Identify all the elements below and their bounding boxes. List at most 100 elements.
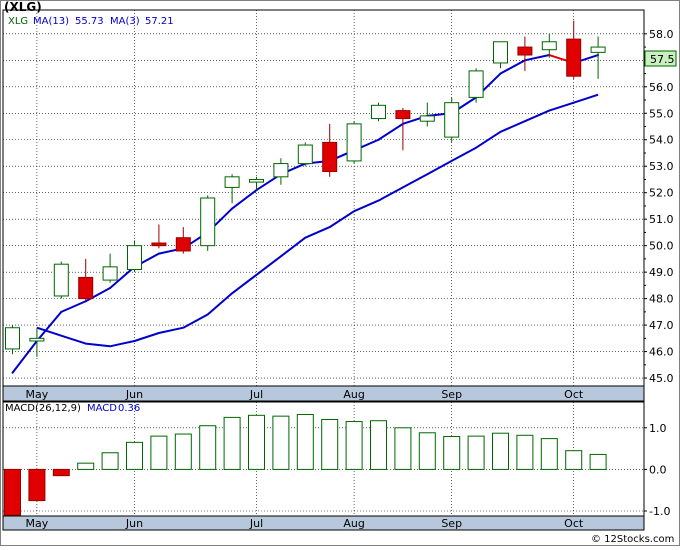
candle <box>468 68 484 103</box>
month-label: Sep <box>441 517 462 530</box>
price-ytick-label: 49.0 <box>649 266 674 279</box>
ma13-segment <box>499 59 526 75</box>
candle <box>541 33 557 58</box>
macd-bar <box>296 413 314 470</box>
candle-body <box>590 46 606 53</box>
candle-body <box>53 263 69 297</box>
price-grid <box>3 10 644 386</box>
macd-bar <box>589 453 607 470</box>
candle-body <box>468 70 484 98</box>
candle-body <box>29 337 45 342</box>
price-ytick-label: 55.0 <box>649 107 674 120</box>
macd-bar <box>150 435 168 470</box>
candle-body <box>200 197 216 247</box>
legend-macd-value: 0.36 <box>118 403 140 414</box>
last-price-box <box>644 50 677 67</box>
price-legend: XLG MA(13) 55.73 MA(3) 57.21 <box>8 16 174 27</box>
candle-body <box>322 141 338 173</box>
candle-body <box>127 245 142 270</box>
candle-body <box>5 327 20 350</box>
price-ytick-label: 46.0 <box>649 346 674 359</box>
macd-bar <box>370 420 387 470</box>
macd-bar <box>467 435 485 470</box>
legend-ma3-label: MA(3) <box>110 16 140 27</box>
macd-bar <box>77 462 95 470</box>
candle <box>102 253 118 283</box>
macd-bar <box>418 432 436 470</box>
month-label: May <box>26 388 49 401</box>
candle-body <box>102 266 118 281</box>
macd-bar <box>174 433 192 470</box>
price-ytick-label: 58.0 <box>649 28 674 41</box>
legend-macd-params: MACD(26,12,9) <box>5 403 81 414</box>
macd-ytick-label: -1.0 <box>649 505 670 518</box>
candle <box>493 41 508 69</box>
macd-bar <box>321 418 339 470</box>
legend-ma13-value: 55.73 <box>75 16 104 27</box>
price-panel: 45.0 46.0 47.0 48.0 49.0 50.0 51.0 52.0 53.0 54.0… <box>2 0 677 402</box>
candle <box>127 240 142 273</box>
ma13-segment <box>377 122 404 141</box>
month-label: Jul <box>249 517 263 530</box>
macd-panel: -1.0 0.0 1.0 May Jun Jul Aug Sep Oct MACD(26,12… <box>2 401 670 531</box>
ma13-segment <box>231 189 258 210</box>
ma13-segment <box>523 54 551 62</box>
candle-body <box>371 104 386 120</box>
macd-bar <box>126 441 143 470</box>
price-ytick-label: 47.0 <box>649 319 674 332</box>
macd-bar <box>28 468 46 502</box>
ma13-segment <box>35 310 63 342</box>
macd-legend: MACD(26,12,9) MACD 0.36 <box>5 403 140 414</box>
candle <box>175 227 191 254</box>
candle <box>29 327 45 357</box>
candle-body <box>395 110 411 120</box>
macd-bar <box>394 427 412 470</box>
candle <box>249 176 264 191</box>
candle-body <box>175 237 191 252</box>
month-label: Aug <box>343 388 364 401</box>
candle-body <box>151 242 167 247</box>
ma3-line <box>36 93 599 348</box>
ma13-segment <box>109 265 136 290</box>
price-ytick-label: 54.0 <box>649 134 674 147</box>
macd-bar <box>516 434 534 470</box>
price-ytick-label: 48.0 <box>649 293 674 306</box>
legend-macd-label: MACD <box>87 403 117 414</box>
macd-bar <box>443 436 461 470</box>
macd-ytick-label: 1.0 <box>649 422 667 435</box>
macd-bars <box>4 413 607 516</box>
candle-body <box>517 46 533 56</box>
candle <box>346 121 362 164</box>
candle <box>371 102 386 122</box>
month-label: Jun <box>125 517 143 530</box>
candle <box>151 224 167 249</box>
macd-y-axis: -1.0 0.0 1.0 <box>644 422 670 518</box>
month-label: Oct <box>564 517 584 530</box>
candle <box>566 20 582 79</box>
candle <box>590 36 606 79</box>
price-candles <box>5 20 606 357</box>
macd-bar <box>101 452 119 470</box>
price-x-axis-band <box>2 385 645 402</box>
price-x-axis: May Jun Jul Aug Sep Oct <box>26 388 584 401</box>
candle-body <box>249 178 264 183</box>
candle <box>395 107 411 151</box>
price-y-axis: 45.0 46.0 47.0 48.0 49.0 50.0 51.0 52.0 53.0 54.0… <box>644 28 674 385</box>
macd-bar <box>199 425 217 470</box>
ma13-segment <box>60 300 87 313</box>
price-ytick-label: 45.0 <box>649 372 674 385</box>
chart-title: (XLG) <box>4 0 42 14</box>
legend-symbol: XLG <box>8 16 28 27</box>
candle-body <box>78 276 94 300</box>
candle <box>444 97 460 143</box>
price-plot-area <box>2 9 645 387</box>
month-label: Jul <box>249 388 263 401</box>
price-ytick-label: 51.0 <box>649 213 674 226</box>
credit-label: © 12Stocks.com <box>591 534 674 545</box>
candle-body <box>566 38 582 77</box>
legend-ma3-value: 57.21 <box>145 16 174 27</box>
macd-ytick-label: 0.0 <box>649 463 667 476</box>
macd-bar <box>4 468 21 516</box>
candle <box>322 123 338 177</box>
candle <box>224 174 240 204</box>
